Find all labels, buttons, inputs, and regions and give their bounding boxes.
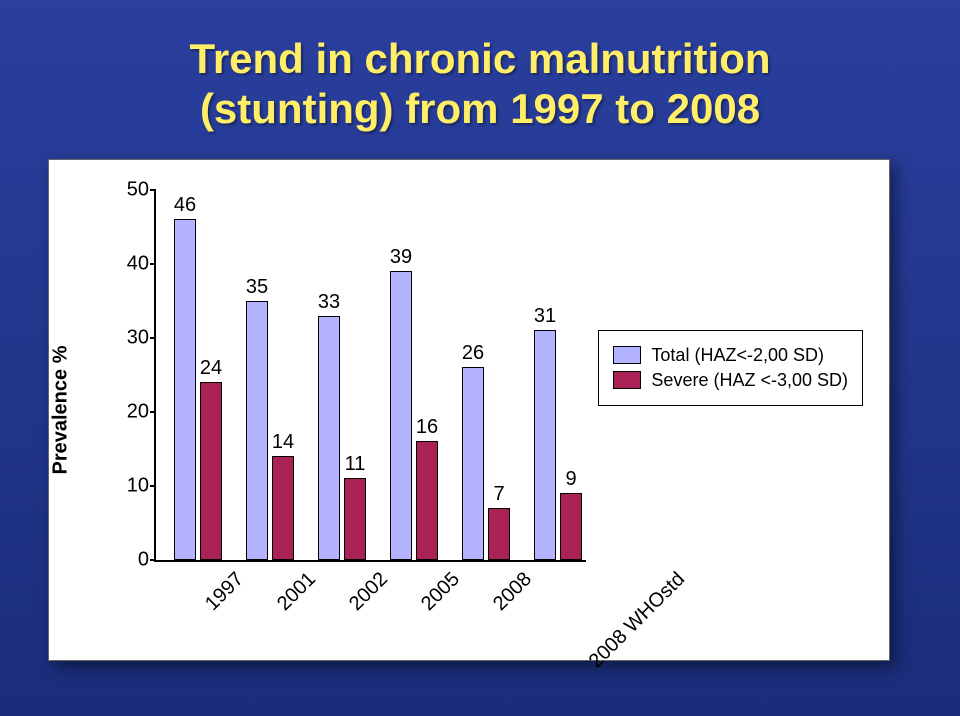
legend-label: Severe (HAZ <-3,00 SD) [651,370,848,391]
bar-value-label: 11 [345,453,366,476]
slide-title: Trend in chronic malnutrition (stunting)… [48,34,912,135]
bar-severe [272,456,294,560]
bar-total [174,219,196,559]
y-tickmark [150,189,156,191]
y-tick: 10 [109,474,149,497]
bar-group: 46 24 35 14 33 11 39 16 26 7 31 9 [156,190,586,560]
x-tick: 2008 WHOstd [585,568,690,673]
bar-severe [560,493,582,560]
bar-value-label: 7 [493,483,504,506]
y-axis-label: Prevalence % [50,345,73,474]
x-tick: 2005 [417,568,465,616]
y-tickmark [150,337,156,339]
y-ticks: 01020304050 [109,190,149,560]
bar-total [462,367,484,559]
x-tick: 2001 [273,568,321,616]
y-tickmark [150,485,156,487]
bar-severe [416,441,438,559]
y-tick: 20 [109,400,149,423]
bar-severe [200,382,222,560]
bar-value-label: 33 [318,291,340,314]
legend-item: Total (HAZ<-2,00 SD) [613,345,848,366]
x-tick: 1997 [201,568,249,616]
legend-label: Total (HAZ<-2,00 SD) [651,345,824,366]
bar-value-label: 46 [174,194,196,217]
bar-total [390,271,412,560]
bar-severe [344,478,366,559]
y-tick: 30 [109,326,149,349]
bar-value-label: 16 [416,416,438,439]
bar-value-label: 26 [462,342,484,365]
bar-total [318,316,340,560]
chart-container: Prevalence % 0 10 20 30 40 50 46 24 35 14 33 11 39 1… [48,159,890,661]
x-tick: 2008 [489,568,537,616]
y-tick: 50 [109,178,149,201]
bar-value-label: 39 [390,246,412,269]
y-tickmark [150,411,156,413]
legend-swatch [613,346,641,364]
bar-value-label: 24 [200,357,222,380]
legend: Total (HAZ<-2,00 SD) Severe (HAZ <-3,00 S… [598,330,863,406]
y-tickmark [150,263,156,265]
bar-value-label: 9 [565,468,576,491]
bar-total [246,301,268,560]
bar-value-label: 14 [272,431,294,454]
legend-item: Severe (HAZ <-3,00 SD) [613,370,848,391]
title-line-1: Trend in chronic malnutrition [189,35,770,82]
x-tick: 2002 [345,568,393,616]
title-line-2: (stunting) from 1997 to 2008 [200,85,760,132]
plot-area: 46 24 35 14 33 11 39 16 26 7 31 9 [154,190,586,562]
x-ticks: 199720012002200520082008 WHOstd [154,560,584,660]
bar-total [534,330,556,559]
y-tick: 0 [109,548,149,571]
bar-severe [488,508,510,560]
y-tick: 40 [109,252,149,275]
bar-value-label: 35 [246,276,268,299]
bar-value-label: 31 [534,305,556,328]
legend-swatch [613,371,641,389]
slide: Trend in chronic malnutrition (stunting)… [0,0,960,716]
